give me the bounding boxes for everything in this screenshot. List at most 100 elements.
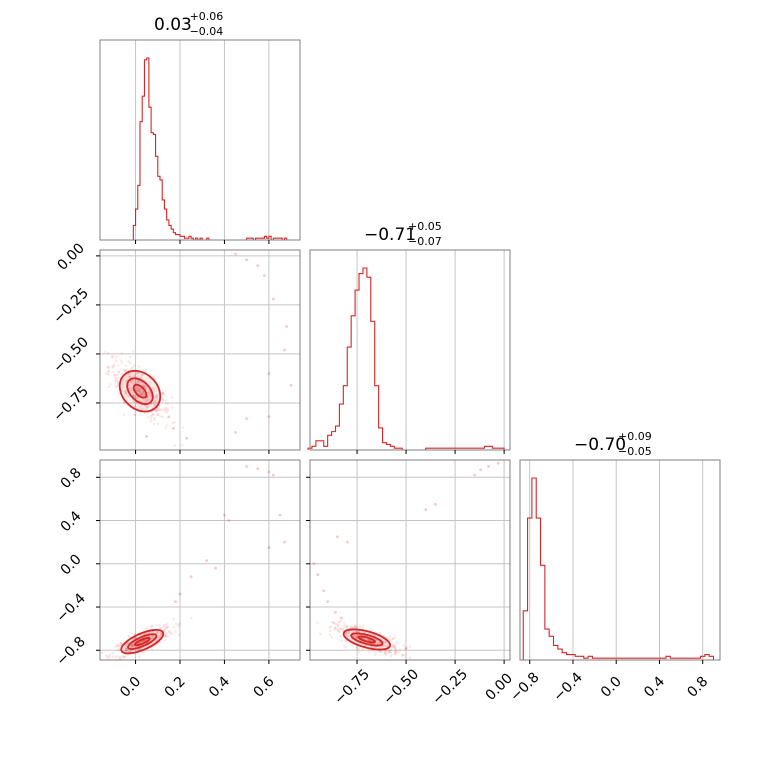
scatter-point <box>131 366 135 369</box>
scatter-point <box>343 645 346 648</box>
tail-point <box>234 252 237 256</box>
scatter-point <box>330 635 333 639</box>
scatter-point <box>143 412 147 415</box>
scatter-point <box>393 650 397 654</box>
scatter-point <box>124 368 128 371</box>
scatter-point <box>125 643 128 646</box>
scatter-point <box>111 366 115 369</box>
scatter-point <box>136 388 139 391</box>
scatter-point <box>165 424 169 427</box>
histogram-step-0 <box>132 57 288 241</box>
scatter-point <box>390 637 394 641</box>
scatter-point <box>128 649 131 652</box>
scatter-point <box>388 635 392 638</box>
scatter-point <box>159 632 162 635</box>
scatter-point <box>162 392 165 395</box>
scatter-point <box>100 661 103 664</box>
scatter-point <box>390 646 394 649</box>
scatter-point <box>331 620 334 624</box>
scatter-point <box>116 364 120 367</box>
scatter-point <box>125 649 129 652</box>
scatter-point <box>139 381 143 384</box>
scatter-point <box>132 363 136 367</box>
scatter-point <box>97 653 100 656</box>
scatter-point <box>394 646 397 650</box>
scatter-point <box>111 651 115 655</box>
scatter-point <box>146 405 150 408</box>
scatter-point <box>384 640 387 644</box>
scatter-point <box>120 383 124 387</box>
scatter-point <box>393 652 396 656</box>
scatter-point <box>329 625 333 628</box>
scatter-point <box>165 632 169 635</box>
scatter-point <box>142 393 146 397</box>
scatter-point <box>338 620 341 624</box>
scatter-point <box>85 336 88 339</box>
tail-point <box>487 465 490 468</box>
scatter-point <box>153 416 156 420</box>
scatter-point <box>178 624 181 628</box>
scatter-point <box>129 644 133 648</box>
scatter-point <box>145 626 149 630</box>
scatter-point <box>124 374 128 378</box>
scatter-point <box>355 625 359 629</box>
scatter-point <box>161 408 164 411</box>
scatter-point <box>155 395 159 399</box>
scatter-point <box>152 400 156 404</box>
scatter-point <box>115 376 119 380</box>
scatter-point <box>402 644 405 648</box>
scatter-point <box>379 631 382 635</box>
scatter-point <box>141 392 144 396</box>
scatter-point <box>159 632 163 636</box>
scatter-point <box>334 622 337 626</box>
hist-panel-1-frame <box>309 249 511 451</box>
scatter-point <box>117 370 120 374</box>
scatter-point <box>123 369 126 372</box>
scatter-point <box>386 643 390 647</box>
hist-panel-1-grid <box>356 250 505 450</box>
scatter-point <box>107 385 111 389</box>
scatter-point <box>394 652 397 656</box>
scatter-point <box>152 422 156 426</box>
scatter-point <box>152 386 155 390</box>
scatter-point <box>129 389 132 393</box>
scatter-point <box>150 631 154 634</box>
y-tick-label: −0.75 <box>50 383 92 425</box>
scatter-point <box>171 421 175 425</box>
scatter-point <box>124 646 128 649</box>
scatter-point <box>343 638 346 642</box>
scatter-point <box>105 365 109 368</box>
scatter-point <box>120 372 123 376</box>
scatter-point <box>169 631 173 634</box>
scatter-point <box>128 361 132 365</box>
scatter-point <box>384 640 388 644</box>
scatter-point <box>143 385 146 388</box>
scatter-point <box>152 376 156 379</box>
scatter-point <box>128 374 131 377</box>
scatter-point <box>394 650 397 653</box>
scatter-point <box>350 643 354 647</box>
x-tick-label: 0.2 <box>162 674 189 701</box>
scatter-point <box>141 651 145 655</box>
scatter-point <box>142 385 146 388</box>
scatter-point <box>161 391 165 395</box>
scatter-point <box>122 380 125 383</box>
scatter-point <box>122 378 125 381</box>
density-contour <box>126 377 154 405</box>
scatter-point <box>122 655 126 659</box>
scatter-point <box>159 408 163 412</box>
scatter-point <box>117 648 121 652</box>
scatter-point <box>109 382 112 386</box>
scatter-point <box>173 444 177 447</box>
y-tick-label: 0.4 <box>58 508 85 535</box>
scatter-point <box>408 645 412 648</box>
tail-point <box>245 258 249 262</box>
scatter-point <box>356 648 360 651</box>
scatter-point <box>125 392 128 396</box>
scatter-point <box>146 399 150 402</box>
scatter-point <box>387 651 390 655</box>
scatter-point <box>390 654 393 658</box>
scatter-point <box>146 415 150 419</box>
x-tick-label: −0.25 <box>429 666 471 708</box>
scatter-point <box>124 390 128 394</box>
